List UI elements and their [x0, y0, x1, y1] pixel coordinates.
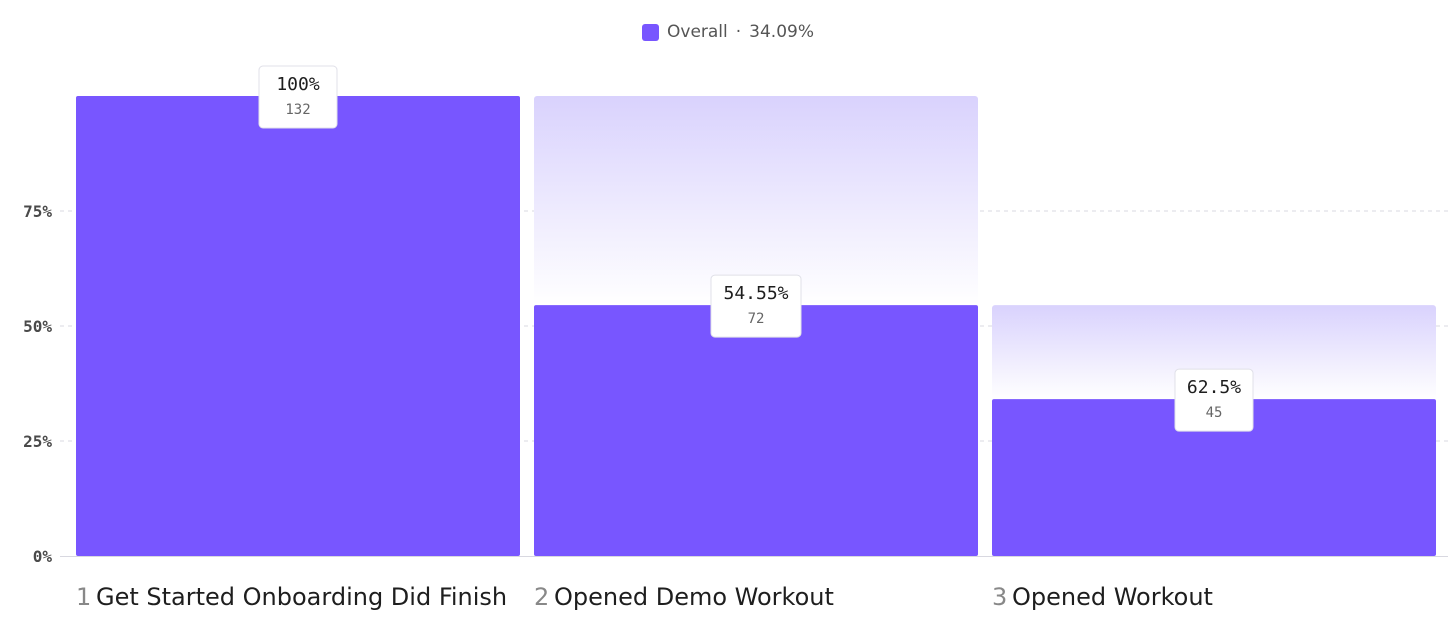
legend-swatch: [642, 23, 659, 41]
value-label-box: [1174, 368, 1254, 432]
funnel-bar: [534, 305, 978, 556]
funnel-bar: [76, 96, 520, 556]
chart-legend[interactable]: Overall · 34.09%: [0, 22, 1456, 42]
y-tick-label: 75%: [23, 202, 52, 221]
value-label-box: [710, 274, 802, 338]
value-label-box: [258, 65, 338, 129]
step-name: Get Started Onboarding Did Finish: [96, 583, 507, 611]
y-tick-label: 25%: [23, 432, 52, 451]
conversion-rate-label: 62.5%: [1187, 377, 1241, 398]
step-number: 1: [76, 583, 91, 611]
step-name: Opened Demo Workout: [554, 583, 834, 611]
conversion-rate-label: 100%: [276, 74, 320, 95]
dropoff-area: [534, 96, 978, 306]
step-number: 2: [534, 583, 549, 611]
y-tick-label: 0%: [33, 547, 53, 566]
legend-label: Overall: [667, 22, 728, 42]
conversion-rate-label: 54.55%: [723, 283, 788, 304]
legend-value: 34.09%: [749, 22, 814, 42]
step-number: 3: [992, 583, 1007, 611]
step-name: Opened Workout: [1012, 583, 1213, 611]
count-label: 72: [748, 311, 765, 327]
dropoff-area: [992, 305, 1436, 400]
legend-separator: ·: [735, 22, 742, 42]
y-tick-label: 50%: [23, 317, 52, 336]
funnel-bar: [992, 399, 1436, 556]
count-label: 132: [285, 102, 310, 118]
count-label: 45: [1206, 405, 1223, 421]
